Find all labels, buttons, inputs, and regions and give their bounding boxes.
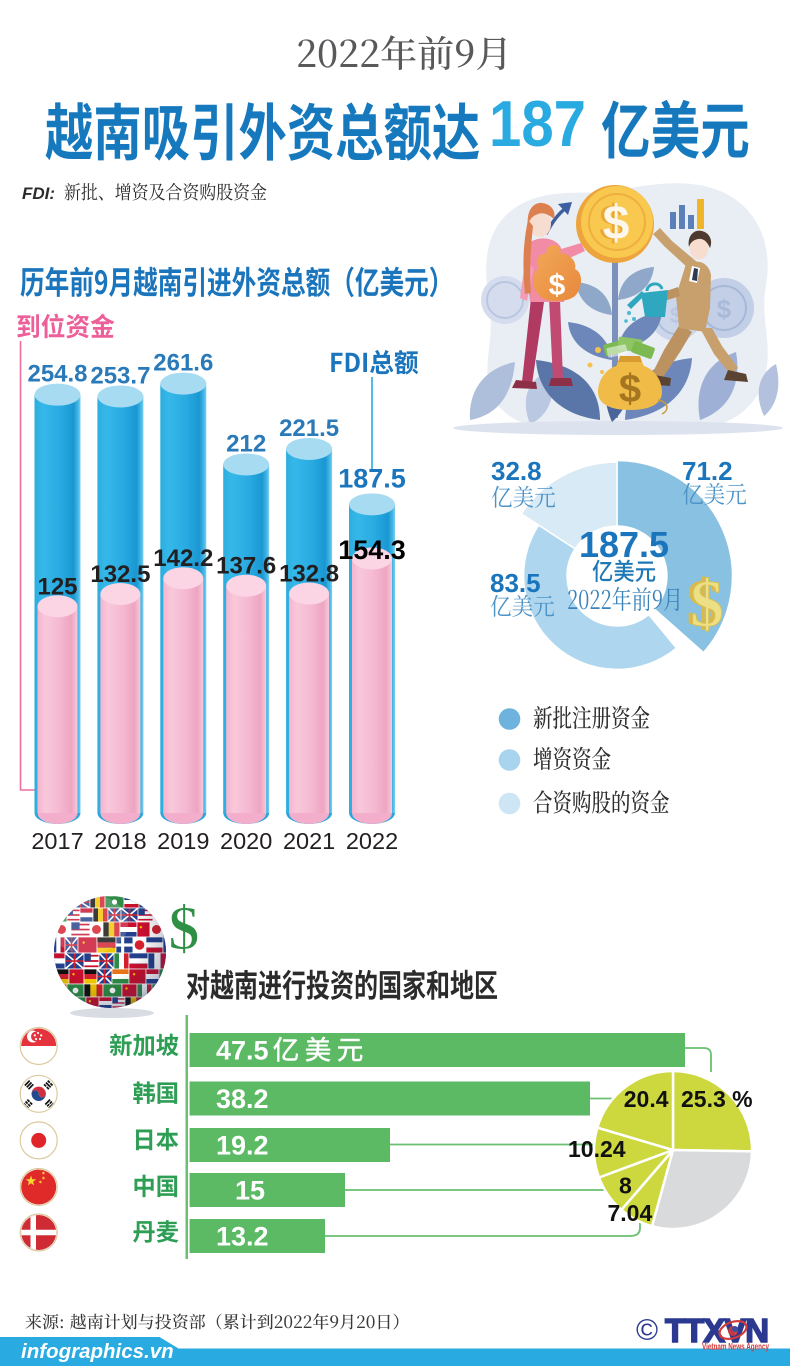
svg-text:261.6: 261.6 <box>153 350 213 377</box>
svg-text:25.3 %: 25.3 % <box>681 1086 753 1112</box>
svg-text:infographics.vn: infographics.vn <box>21 1340 174 1363</box>
svg-text:38.2: 38.2 <box>216 1084 269 1114</box>
svg-text:$: $ <box>619 367 641 411</box>
svg-text:32.8: 32.8 <box>491 456 542 486</box>
svg-text:47.5: 47.5 <box>216 1036 269 1066</box>
svg-text:FDI:: FDI: <box>22 184 55 203</box>
svg-text:13.2: 13.2 <box>216 1222 269 1252</box>
svg-text:$: $ <box>603 197 630 250</box>
svg-text:10.24: 10.24 <box>568 1136 626 1162</box>
svg-text:©: © <box>636 1314 658 1347</box>
svg-text:8: 8 <box>619 1173 632 1199</box>
svg-text:125: 125 <box>37 573 77 600</box>
svg-text:254.8: 254.8 <box>27 361 87 388</box>
svg-text:7.04: 7.04 <box>608 1200 653 1226</box>
svg-text:154.3: 154.3 <box>338 535 406 565</box>
svg-text:71.2: 71.2 <box>682 456 733 486</box>
svg-text:2018: 2018 <box>94 828 146 854</box>
svg-text:2019: 2019 <box>157 828 209 854</box>
svg-text:15: 15 <box>235 1176 265 1206</box>
svg-text:221.5: 221.5 <box>279 415 339 442</box>
svg-text:132.5: 132.5 <box>90 561 150 588</box>
svg-text:$: $ <box>686 566 720 640</box>
svg-text:Vietnam News Agency: Vietnam News Agency <box>702 1342 769 1352</box>
svg-text:$: $ <box>717 294 732 324</box>
svg-text:187: 187 <box>489 87 586 160</box>
svg-text:$: $ <box>549 269 566 302</box>
svg-text:187.5: 187.5 <box>338 463 406 493</box>
svg-text:TTXVN: TTXVN <box>665 1312 768 1349</box>
svg-text:19.2: 19.2 <box>216 1131 269 1161</box>
svg-text:2022: 2022 <box>346 828 398 854</box>
svg-text:20.4: 20.4 <box>624 1086 669 1112</box>
svg-text:2017: 2017 <box>31 828 83 854</box>
svg-text:132.8: 132.8 <box>279 561 339 588</box>
svg-text:212: 212 <box>226 430 266 457</box>
svg-text:253.7: 253.7 <box>90 362 150 389</box>
svg-text:$: $ <box>169 895 200 963</box>
svg-text:$: $ <box>599 195 627 251</box>
svg-text:2021: 2021 <box>283 828 335 854</box>
svg-text:187.5: 187.5 <box>579 524 669 565</box>
svg-text:142.2: 142.2 <box>153 545 213 572</box>
svg-text:2020: 2020 <box>220 828 272 854</box>
svg-text:$: $ <box>690 567 724 641</box>
svg-text:137.6: 137.6 <box>216 553 276 580</box>
svg-text:83.5: 83.5 <box>490 568 541 598</box>
